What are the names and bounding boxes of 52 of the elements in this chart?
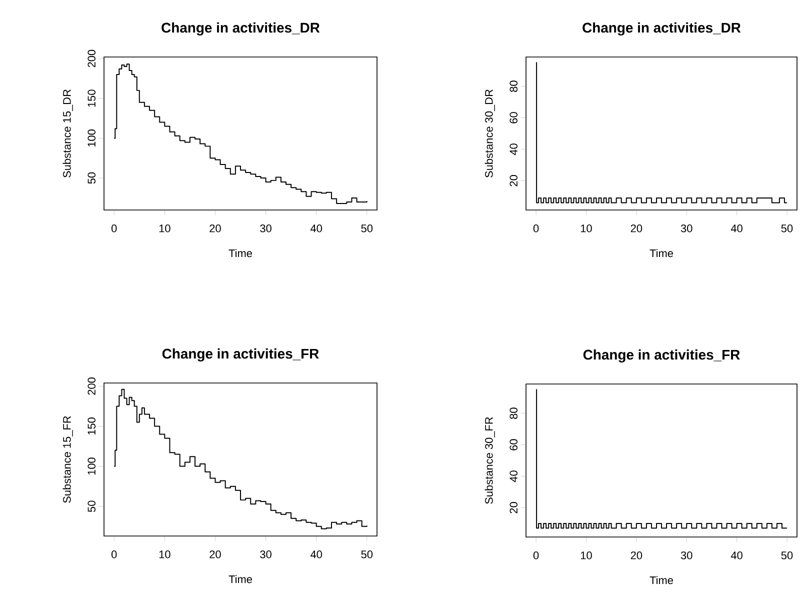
x-tick-label: 30: [680, 224, 692, 232]
y-axis-title: Substance 30_DR: [484, 90, 495, 178]
chart-title: Change in activities_FR: [162, 348, 319, 362]
x-axis-title: Time: [228, 575, 252, 584]
x-tick-label: 0: [533, 224, 539, 232]
x-tick-label: 50: [361, 550, 373, 558]
x-axis-title: Time: [650, 576, 673, 584]
y-axis-title: Substance 15_FR: [62, 416, 73, 503]
x-tick-label: 40: [310, 224, 322, 232]
y-tick-label: 20: [510, 175, 518, 186]
chart-title: Change in activities_DR: [162, 22, 320, 36]
y-tick-label: 200: [88, 50, 96, 68]
chart-title: Change in activities_DR: [582, 22, 741, 36]
y-tick-label: 50: [88, 172, 96, 184]
x-tick-label: 30: [680, 552, 692, 560]
y-tick-label: 200: [88, 377, 96, 395]
x-tick-label: 30: [260, 550, 272, 558]
x-axis-title: Time: [228, 249, 252, 258]
y-tick-label: 40: [510, 144, 518, 156]
x-tick-label: 0: [111, 224, 117, 232]
y-tick-label: 150: [88, 90, 96, 107]
x-axis-title: Time: [650, 249, 673, 258]
y-tick-label: 20: [510, 502, 518, 514]
y-tick-label: 150: [88, 418, 96, 435]
x-tick-label: 20: [210, 224, 221, 232]
x-tick-label: 0: [533, 552, 539, 560]
x-tick-label: 20: [630, 552, 642, 560]
x-tick-label: 10: [580, 224, 592, 232]
chart-title: Change in activities_FR: [583, 349, 740, 362]
y-tick-label: 80: [510, 80, 518, 92]
x-tick-label: 10: [580, 552, 592, 560]
y-tick-label: 100: [88, 458, 96, 475]
x-tick-label: 50: [361, 224, 373, 232]
y-tick-label: 80: [510, 408, 518, 419]
y-tick-label: 60: [510, 439, 518, 450]
x-tick-label: 20: [630, 224, 642, 232]
y-tick-label: 100: [88, 130, 96, 147]
y-tick-label: 50: [88, 500, 96, 512]
x-tick-label: 10: [159, 224, 170, 232]
y-axis-title: Substance 15_DR: [62, 90, 73, 178]
x-tick-label: 0: [111, 550, 117, 558]
y-tick-label: 60: [510, 112, 518, 124]
x-tick-label: 50: [781, 552, 793, 560]
x-tick-label: 20: [210, 550, 221, 558]
x-tick-label: 10: [159, 550, 170, 558]
x-tick-label: 40: [310, 550, 322, 558]
y-axis-title: Substance 30_FR: [484, 417, 495, 504]
x-tick-label: 40: [730, 224, 742, 232]
x-tick-label: 30: [260, 224, 272, 232]
x-tick-label: 50: [781, 224, 793, 232]
x-tick-label: 40: [730, 552, 742, 560]
y-tick-label: 40: [510, 470, 518, 482]
